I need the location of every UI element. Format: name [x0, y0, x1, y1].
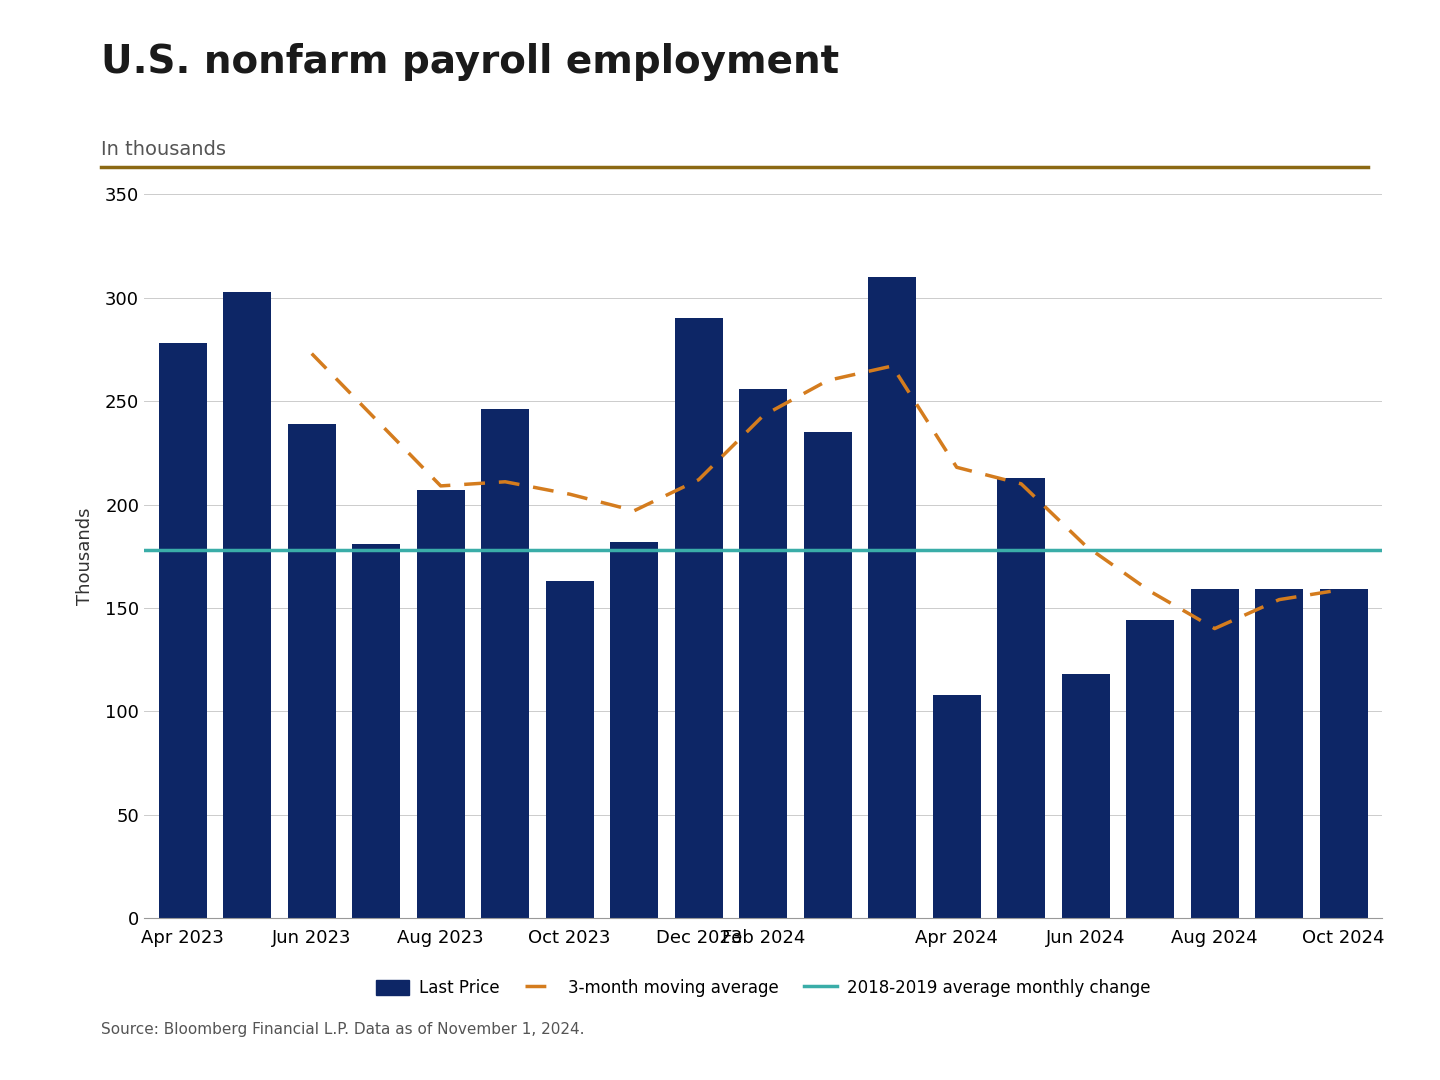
Text: U.S. nonfarm payroll employment: U.S. nonfarm payroll employment: [101, 43, 840, 81]
Bar: [1126, 620, 1175, 918]
Bar: [481, 409, 530, 918]
Bar: [1319, 590, 1368, 918]
Bar: [868, 278, 916, 918]
Bar: [1191, 590, 1238, 918]
Bar: [223, 292, 271, 918]
Y-axis label: Thousands: Thousands: [76, 508, 94, 605]
Bar: [158, 343, 207, 918]
Bar: [739, 389, 788, 918]
Bar: [611, 542, 658, 918]
Text: Source: Bloomberg Financial L.P. Data as of November 1, 2024.: Source: Bloomberg Financial L.P. Data as…: [101, 1022, 585, 1037]
Bar: [996, 477, 1045, 918]
Bar: [351, 544, 400, 918]
Bar: [674, 319, 723, 918]
Bar: [288, 423, 336, 918]
Legend: Last Price, 3-month moving average, 2018-2019 average monthly change: Last Price, 3-month moving average, 2018…: [369, 972, 1158, 1003]
Bar: [416, 490, 465, 918]
Text: In thousands: In thousands: [101, 140, 226, 160]
Bar: [1256, 590, 1303, 918]
Bar: [546, 581, 593, 918]
Bar: [804, 432, 852, 918]
Bar: [1061, 674, 1110, 918]
Bar: [933, 694, 981, 918]
